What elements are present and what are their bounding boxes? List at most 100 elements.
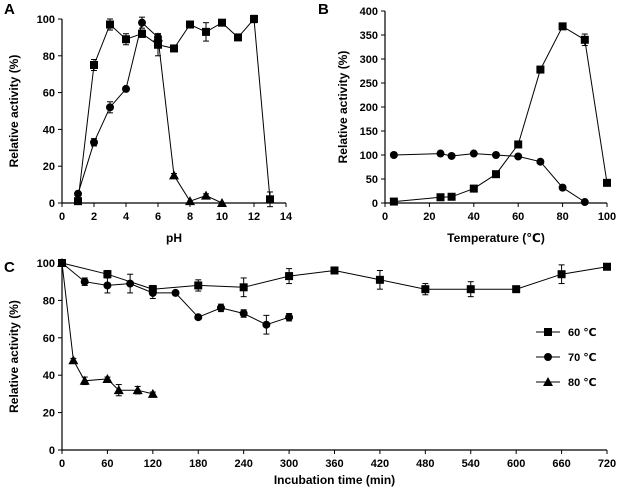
legend-label: 80 ℃ (568, 377, 597, 389)
x-tick-label: 2 (91, 211, 97, 223)
data-point (79, 375, 90, 385)
x-tick-label: 20 (423, 211, 435, 223)
series-line (77, 21, 159, 194)
x-tick-label: 0 (59, 211, 65, 223)
data-point (285, 272, 294, 281)
series-triangle (153, 32, 227, 207)
data-point (436, 149, 445, 158)
legend-marker (544, 353, 552, 361)
y-tick-label: 80 (43, 51, 55, 63)
data-point (185, 196, 195, 206)
x-tick-label: 100 (598, 211, 616, 223)
data-point (170, 44, 178, 53)
data-point (57, 258, 67, 267)
x-tick-label: 120 (144, 458, 162, 470)
data-point (113, 385, 124, 395)
data-point (558, 22, 567, 31)
data-point (103, 270, 112, 279)
data-point (218, 18, 226, 27)
y-tick-label: 20 (43, 408, 55, 420)
y-axis-title: Relative activity (%) (7, 55, 21, 168)
series-square (58, 259, 611, 298)
data-point (536, 157, 545, 166)
data-point (469, 149, 478, 158)
panel-b: B 0 50 100 150 200 250 300 350 400 0 20 40 60 80 100 Tem… (318, 1, 616, 245)
y-tick-label: 250 (360, 78, 378, 90)
x-tick-label: 600 (507, 458, 525, 470)
data-point (90, 61, 98, 69)
x-tick-label: 660 (552, 458, 570, 470)
x-tick-label: 6 (155, 211, 161, 223)
data-point (138, 29, 146, 38)
data-point (90, 138, 98, 147)
x-tick-label: 0 (382, 211, 388, 223)
x-tick-label: 540 (462, 458, 480, 470)
data-point (469, 184, 478, 193)
x-tick-label: 10 (216, 211, 228, 223)
data-point (285, 313, 294, 322)
y-tick-label: 100 (360, 150, 378, 162)
y-tick-label: 150 (360, 126, 378, 138)
data-point (106, 103, 114, 112)
y-tick-label: 40 (43, 370, 55, 382)
y-tick-label: 200 (360, 102, 378, 114)
data-point (536, 65, 545, 74)
x-tick-label: 14 (280, 211, 293, 223)
y-tick-label: 20 (43, 161, 55, 173)
y-tick-label: 100 (37, 14, 55, 26)
x-tick-label: 12 (248, 211, 260, 223)
y-tick-label: 300 (360, 54, 378, 66)
data-point (217, 198, 227, 207)
data-point (603, 178, 611, 187)
x-tick-label: 180 (189, 458, 207, 470)
data-point (492, 170, 500, 179)
panel-letter: A (4, 1, 15, 18)
data-point (74, 189, 82, 198)
x-tick-label: 0 (59, 458, 65, 470)
data-point (389, 151, 398, 159)
data-point (201, 190, 211, 200)
data-point (171, 288, 180, 297)
data-point (103, 281, 112, 290)
legend-marker (543, 377, 553, 386)
data-point (514, 152, 523, 161)
x-tick-label: 300 (280, 458, 298, 470)
data-point (557, 270, 566, 279)
data-point (216, 303, 225, 312)
data-point (148, 288, 157, 297)
data-point (580, 198, 589, 207)
y-tick-label: 80 (43, 295, 55, 307)
data-point (138, 18, 146, 27)
data-point (466, 285, 475, 294)
x-tick-label: 40 (468, 211, 480, 223)
data-point (421, 285, 430, 294)
data-point (80, 277, 89, 286)
data-point (122, 84, 130, 93)
x-axis-title: pH (166, 231, 182, 245)
x-tick-label: 720 (598, 458, 616, 470)
y-tick-label: 0 (49, 198, 55, 210)
series-line (393, 25, 608, 203)
data-point (330, 266, 339, 275)
legend-label: 70 ℃ (568, 352, 597, 364)
y-tick-label: 60 (43, 88, 55, 100)
data-point (169, 170, 179, 180)
data-point (603, 262, 611, 271)
x-tick-label: 4 (123, 211, 130, 223)
data-point (558, 183, 567, 192)
data-point (154, 40, 162, 49)
data-point (153, 32, 163, 42)
series-circle (74, 16, 162, 198)
y-tick-label: 0 (49, 445, 55, 457)
data-point (239, 283, 248, 292)
data-point (512, 285, 521, 294)
y-tick-label: 40 (43, 124, 55, 136)
x-tick-label: 60 (101, 458, 113, 470)
data-point (74, 197, 82, 206)
data-point (194, 313, 203, 322)
data-point (194, 281, 203, 290)
y-tick-label: 400 (360, 6, 378, 18)
data-point (375, 275, 384, 284)
x-tick-label: 240 (234, 458, 252, 470)
legend-marker (544, 328, 552, 336)
